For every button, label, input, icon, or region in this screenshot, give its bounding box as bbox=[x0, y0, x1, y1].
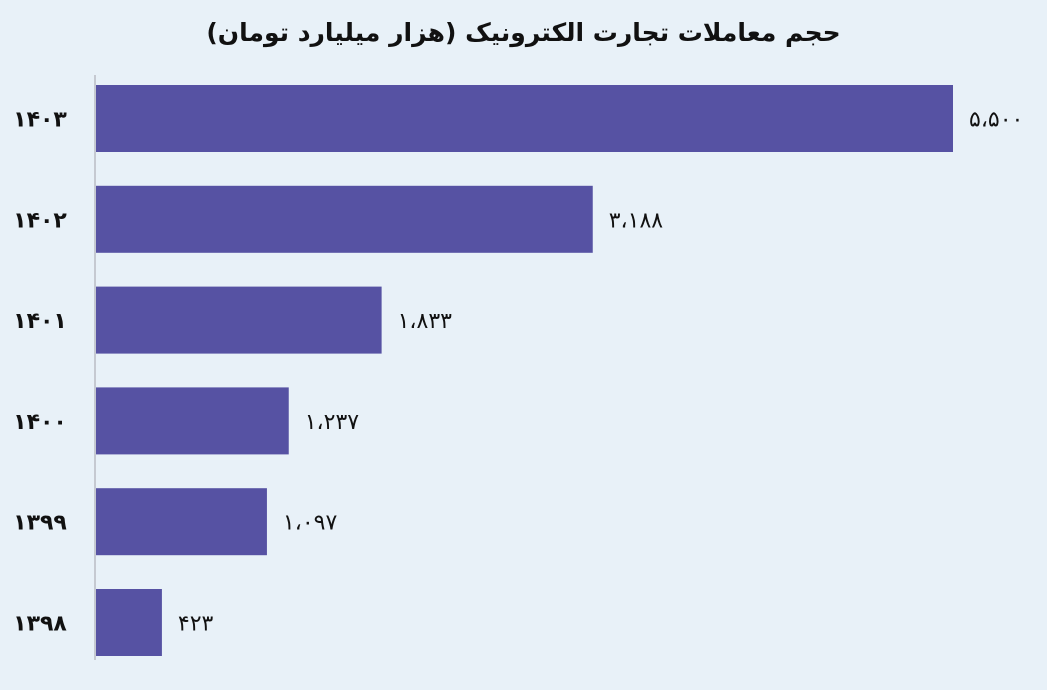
data-label: ۴۲۳ bbox=[178, 612, 214, 637]
bar bbox=[96, 185, 593, 253]
data-label: ۱،۰۹۷ bbox=[283, 511, 338, 536]
data-label: ۱،۲۳۷ bbox=[305, 410, 360, 435]
category-label: ۱۴۰۱ bbox=[13, 309, 67, 334]
chart-title: حجم معاملات تجارت الکترونیک (هزار میلیار… bbox=[206, 18, 841, 47]
bar bbox=[96, 286, 382, 354]
bar bbox=[96, 589, 162, 656]
bar bbox=[96, 387, 289, 455]
category-label: ۱۴۰۳ bbox=[13, 108, 67, 133]
category-label: ۱۴۰۲ bbox=[13, 208, 67, 233]
category-label: ۱۳۹۹ bbox=[13, 511, 67, 536]
data-label: ۳،۱۸۸ bbox=[609, 208, 664, 233]
data-label: ۱،۸۳۳ bbox=[398, 309, 453, 334]
data-label: ۵،۵۰۰ bbox=[969, 108, 1023, 133]
bar bbox=[96, 488, 267, 556]
bar bbox=[96, 85, 953, 152]
category-label: ۱۳۹۸ bbox=[13, 612, 67, 637]
category-label: ۱۴۰۰ bbox=[13, 410, 67, 435]
